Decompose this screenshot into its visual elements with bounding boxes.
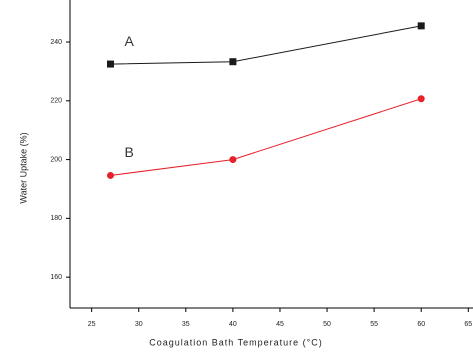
x-tick-label: 30: [135, 321, 143, 328]
y-tick-label: 160: [50, 274, 62, 281]
point: [417, 95, 425, 103]
x-tick-label: 55: [370, 321, 378, 328]
x-tick-label: 25: [88, 321, 96, 328]
x-tick-label: 45: [276, 321, 284, 328]
x-tick-label: 60: [417, 321, 425, 328]
point: [106, 171, 114, 179]
x-tick-label: 65: [464, 321, 472, 328]
series-line: [110, 98, 422, 176]
x-tick-label: 35: [182, 321, 190, 328]
y-tick-label: 200: [50, 156, 62, 163]
y-tick-label: 240: [50, 39, 62, 46]
x-tick-label: 50: [323, 321, 331, 328]
x-tick-label: 40: [229, 321, 237, 328]
series-label: B: [124, 144, 133, 160]
x-axis-label: Coagulation Bath Temperature (°C): [149, 337, 323, 347]
series-line: [110, 25, 422, 65]
point: [229, 58, 237, 66]
point: [106, 60, 114, 68]
series-label: A: [124, 33, 134, 49]
point: [229, 156, 237, 164]
y-tick-label: 220: [50, 98, 62, 105]
y-tick-label: 180: [50, 215, 62, 222]
point: [417, 22, 425, 30]
y-axis-label: Water Uptake (%): [18, 132, 28, 203]
